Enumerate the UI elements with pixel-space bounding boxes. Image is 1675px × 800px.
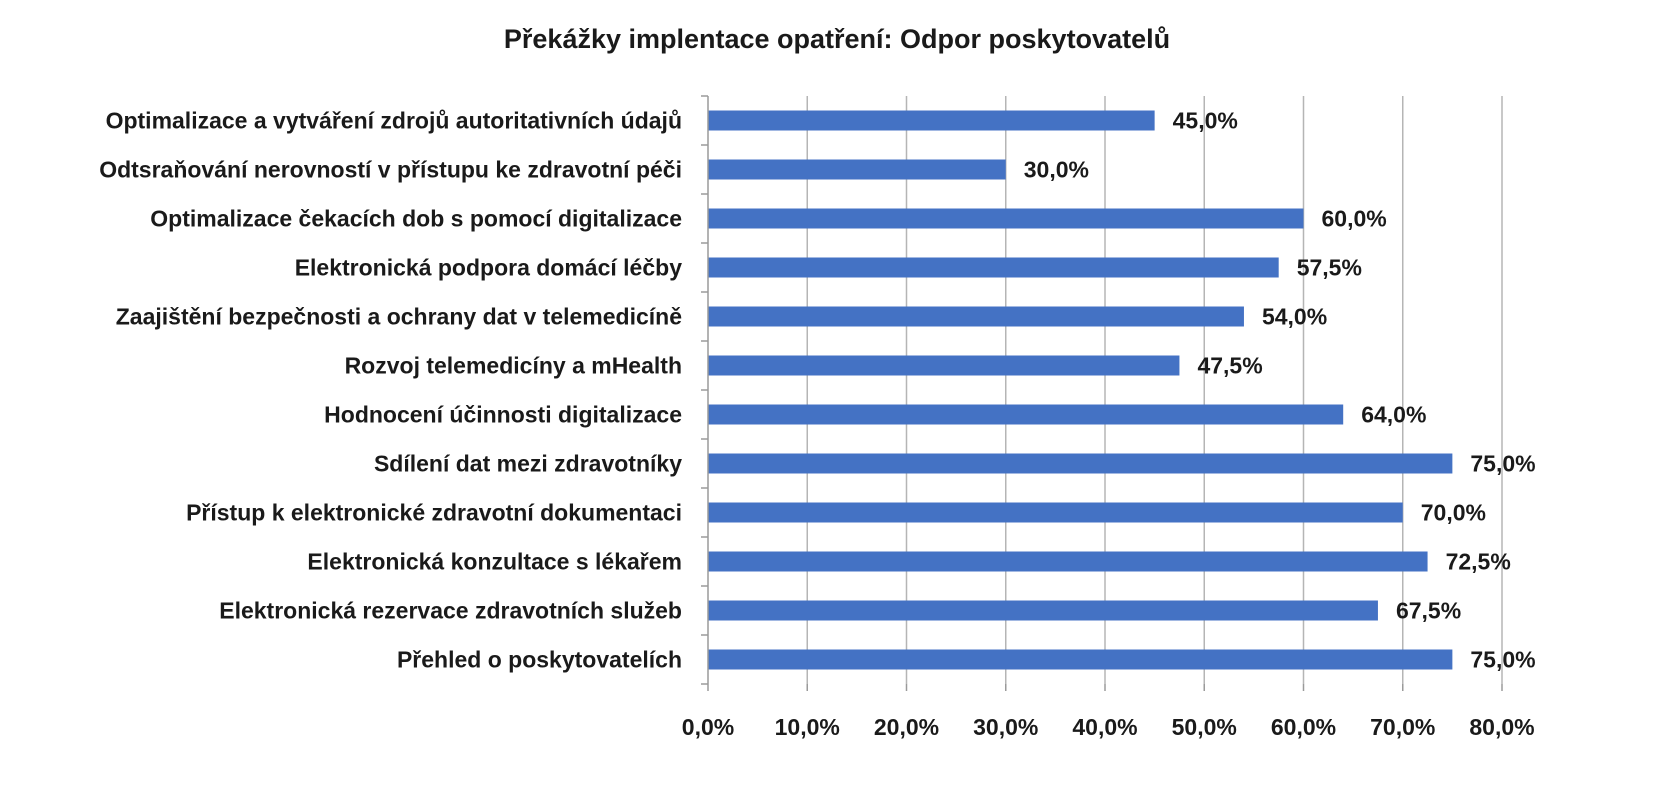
x-tick-label: 40,0%	[1072, 714, 1137, 740]
bar	[708, 502, 1403, 523]
category-label: Optimalizace a vytváření zdrojů autorita…	[106, 108, 682, 134]
chart-title: Překážky implentace opatření: Odpor posk…	[504, 24, 1170, 54]
data-label: 57,5%	[1297, 255, 1362, 281]
x-tick-label: 30,0%	[973, 714, 1038, 740]
gridlines	[806, 96, 1503, 684]
bar	[708, 159, 1006, 180]
data-label: 72,5%	[1446, 549, 1511, 575]
bar	[708, 306, 1244, 327]
bar	[708, 110, 1155, 131]
bar	[708, 257, 1279, 278]
category-label: Sdílení dat mezi zdravotníky	[374, 451, 682, 477]
data-label: 45,0%	[1173, 108, 1238, 134]
data-label: 75,0%	[1470, 451, 1535, 477]
data-label: 60,0%	[1322, 206, 1387, 232]
data-label: 75,0%	[1470, 647, 1535, 673]
category-label: Zaajištění bezpečnosti a ochrany dat v t…	[116, 304, 682, 330]
bar	[708, 208, 1304, 229]
category-label: Optimalizace čekacích dob s pomocí digit…	[150, 206, 682, 232]
data-label: 70,0%	[1421, 500, 1486, 526]
bar	[708, 551, 1428, 572]
data-label: 47,5%	[1197, 353, 1262, 379]
data-label: 67,5%	[1396, 598, 1461, 624]
bar	[708, 649, 1453, 670]
category-label: Odtsraňování nerovností v přístupu ke zd…	[99, 157, 682, 183]
bars	[708, 110, 1453, 670]
category-label: Rozvoj telemedicíny a mHealth	[345, 353, 682, 379]
bar	[708, 355, 1180, 376]
data-label: 64,0%	[1361, 402, 1426, 428]
category-label: Elektronická konzultace s lékařem	[307, 549, 682, 575]
category-label: Hodnocení účinnosti digitalizace	[324, 402, 682, 428]
x-tick-label: 50,0%	[1172, 714, 1237, 740]
data-label: 54,0%	[1262, 304, 1327, 330]
bar	[708, 404, 1344, 425]
category-label: Elektronická podpora domácí léčby	[295, 255, 682, 281]
category-label: Elektronická rezervace zdravotních služe…	[219, 598, 682, 624]
x-tick-label: 0,0%	[682, 714, 734, 740]
x-tick-label: 60,0%	[1271, 714, 1336, 740]
category-label: Přehled o poskytovatelích	[397, 647, 682, 673]
bar	[708, 600, 1378, 621]
x-tick-label: 80,0%	[1469, 714, 1534, 740]
x-tick-label: 70,0%	[1370, 714, 1435, 740]
data-labels: 45,0% 30,0% 60,0% 57,5% 54,0%47,5% 64,0% 75,0%…	[1024, 108, 1536, 673]
category-labels: Optimalizace a vytváření zdrojů autorita…	[99, 108, 682, 673]
category-label: Přístup k elektronické zdravotní dokumen…	[186, 500, 682, 526]
bar	[708, 453, 1453, 474]
x-tick-label: 10,0%	[775, 714, 840, 740]
x-tick-label: 20,0%	[874, 714, 939, 740]
data-label: 30,0%	[1024, 157, 1089, 183]
x-axis: 0,0% 10,0% 20,0% 30,0% 40,0% 50,0% 60,0% 70,0% 8…	[682, 95, 1535, 740]
